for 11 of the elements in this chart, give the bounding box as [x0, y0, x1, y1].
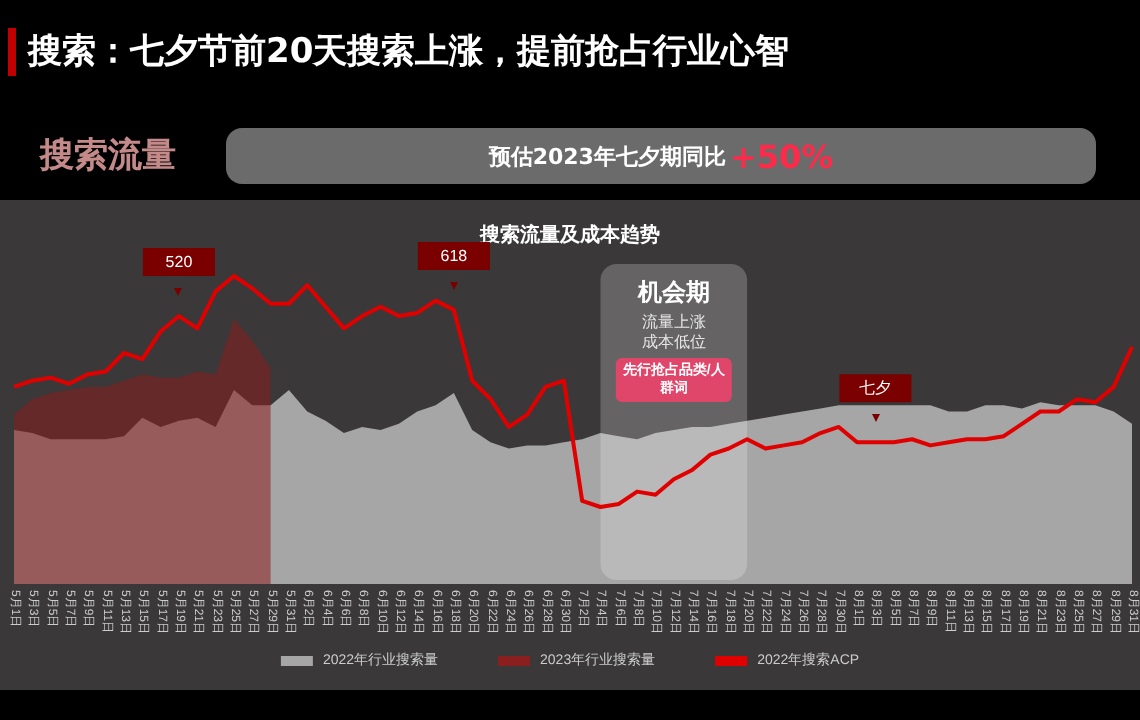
chart-subtitle: 搜索流量及成本趋势 — [478, 223, 660, 247]
text: 预估2023年七夕期同比 — [488, 141, 726, 171]
band-label: 机会期 — [635, 278, 710, 306]
annotation: 成本低位 — [641, 333, 706, 351]
annotation: 618 — [440, 246, 469, 265]
annotation: 七夕 — [859, 379, 892, 398]
annotation: 520 — [165, 253, 194, 272]
chart-title: 搜索：七夕节前20天搜索上涨，提前抢占行业心智 — [28, 30, 790, 74]
text: +50% — [729, 137, 834, 175]
annotation: 流量上涨 — [641, 313, 706, 331]
text: 搜索流量 — [40, 134, 176, 178]
